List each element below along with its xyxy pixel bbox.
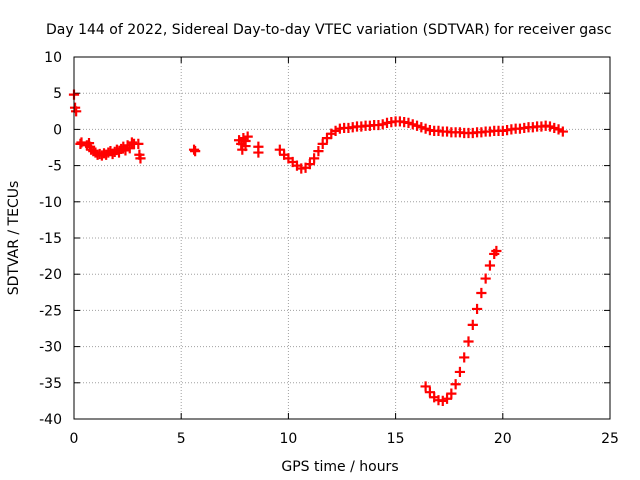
data-point <box>424 387 436 398</box>
data-point <box>377 119 388 130</box>
chart-title: Day 144 of 2022, Sidereal Day-to-day VTE… <box>46 22 612 38</box>
data-point <box>317 138 328 149</box>
data-point <box>407 119 418 130</box>
y-tick-label: 10 <box>44 50 62 66</box>
y-tick-label: -20 <box>39 267 62 283</box>
grid <box>74 57 610 419</box>
data-point <box>403 117 414 128</box>
y-tick-label: -30 <box>39 340 62 356</box>
data-point <box>416 122 427 133</box>
data-point <box>240 135 251 147</box>
x-tick-label: 20 <box>494 431 512 447</box>
data-point <box>480 273 491 284</box>
data-point <box>544 121 556 132</box>
y-tick-label: -35 <box>39 376 62 392</box>
y-tick-label: 0 <box>53 122 62 138</box>
data-point <box>484 260 496 271</box>
data-point <box>471 303 483 315</box>
y-tick-label: -40 <box>39 412 62 428</box>
y-axis-tick-labels: 10 5 0 -5 -10 -15 -20 -25 -30 -35 -40 <box>39 50 62 428</box>
plot-frame <box>73 56 611 420</box>
y-axis-label: SDTVAR / TECUs <box>6 181 22 296</box>
y-tick-label: -25 <box>39 303 62 319</box>
data-point <box>557 126 568 137</box>
x-tick-label: 15 <box>387 431 405 447</box>
data-point <box>420 123 431 134</box>
data-point <box>124 143 135 154</box>
data-point <box>446 388 457 399</box>
data-point <box>491 245 502 257</box>
data-series <box>274 116 568 174</box>
data-point <box>71 106 82 117</box>
data-series <box>68 89 146 164</box>
data-point <box>441 393 453 404</box>
plot-area <box>68 89 568 406</box>
data-point <box>467 319 478 330</box>
data-series <box>188 131 264 158</box>
data-point <box>463 336 474 347</box>
y-tick-label: -15 <box>39 231 62 247</box>
data-point <box>253 147 264 158</box>
data-point <box>420 381 431 392</box>
x-tick-label: 25 <box>601 431 619 447</box>
data-series <box>420 245 502 406</box>
data-point <box>450 379 461 390</box>
data-point <box>133 138 144 149</box>
x-axis-tick-labels: 0 5 10 15 20 25 <box>70 431 619 447</box>
data-point <box>321 132 333 144</box>
data-point <box>237 144 248 155</box>
data-point <box>476 287 487 299</box>
data-point <box>274 144 285 155</box>
x-tick-label: 10 <box>279 431 297 447</box>
y-tick-label: 5 <box>53 86 62 102</box>
data-point <box>411 120 423 131</box>
data-point <box>459 352 470 363</box>
data-point <box>304 159 315 170</box>
data-point <box>549 122 560 134</box>
data-point <box>309 153 320 164</box>
x-tick-label: 5 <box>177 431 186 447</box>
data-point <box>135 153 146 164</box>
x-axis-label: GPS time / hours <box>281 459 398 475</box>
y-tick-label: -5 <box>48 159 62 175</box>
data-point <box>454 366 466 378</box>
y-tick-label: -10 <box>39 195 62 211</box>
data-point <box>190 146 201 157</box>
data-point <box>313 146 324 157</box>
x-tick-label: 0 <box>70 431 79 447</box>
